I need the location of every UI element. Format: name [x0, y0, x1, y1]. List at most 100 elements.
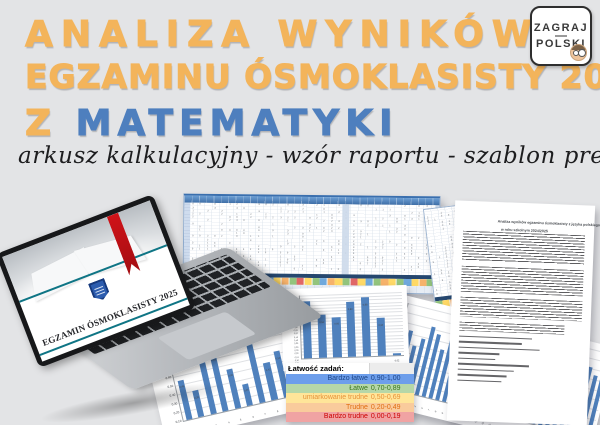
cell-digit: 0 — [279, 261, 281, 264]
cell-digit: 1 — [374, 259, 376, 262]
cell-digit: 2 — [352, 259, 354, 262]
legend-row-label: Łatwe — [349, 384, 368, 392]
cell-digit: 2 — [250, 248, 252, 251]
cell-digit: 1 — [446, 262, 449, 265]
cell-digit: 2 — [418, 237, 420, 240]
cell-digit: 1 — [286, 239, 289, 242]
cell-digit: 2 — [301, 207, 304, 210]
cell-digit: 1 — [418, 211, 420, 215]
y-tick-label-text: 0,40 — [294, 339, 299, 342]
cell-digit: 3 — [403, 269, 405, 272]
legend-row-label: Bardzo łatwe — [327, 375, 368, 382]
cell-digit: 2 — [403, 240, 406, 243]
brand-logo: ZAGRAJ POLSKI — [530, 6, 592, 66]
summary-cell — [419, 279, 427, 287]
legend-row-range: 0,20-0,49 — [370, 403, 401, 411]
cell-digit: 1 — [316, 226, 318, 230]
summary-cell — [358, 278, 366, 286]
cell-digit: 2 — [257, 245, 260, 248]
cell-digit: 0 — [367, 220, 369, 224]
cell-digit: 0 — [279, 245, 281, 248]
cell-digit: 0 — [293, 268, 296, 271]
cell-digit: 2 — [396, 253, 398, 256]
cell-digit: 1 — [366, 262, 369, 265]
cell-digit: 3 — [286, 232, 289, 236]
cell-digit: 1 — [279, 258, 281, 261]
cell-digit: 2 — [316, 217, 318, 220]
cell-digit: 2 — [330, 220, 333, 223]
legend-row: umiarkowanie trudne 0,50-0,69 — [286, 393, 414, 403]
cell-digit: 2 — [294, 226, 296, 229]
cell-digit: 3 — [352, 220, 355, 224]
bar-value-text: 0,60 — [334, 323, 339, 326]
y-tick-label-text: 0,45 — [293, 336, 298, 339]
cell-digit: 1 — [403, 218, 406, 221]
cell-digit: 2 — [301, 248, 303, 252]
cell-digit: 3 — [257, 264, 259, 267]
cell-digit: 1 — [374, 217, 377, 221]
cell-digit: 0 — [257, 229, 260, 232]
cell-digit: 0 — [243, 219, 245, 222]
legend-row: Łatwe 0,70-0,89 — [286, 383, 414, 394]
cell-digit: 1 — [367, 233, 369, 237]
cell-digit: 0 — [418, 256, 420, 260]
cell-digit: 0 — [286, 252, 289, 255]
report-list-line — [457, 379, 502, 383]
cell-digit: 0 — [448, 274, 450, 278]
cell-digit: 2 — [418, 263, 420, 266]
report-list-line — [458, 341, 523, 345]
cell-digit: 1 — [316, 213, 318, 217]
cell-digit: 2 — [411, 211, 413, 215]
report-list-line — [458, 352, 500, 355]
legend-header-label: Łatwość zadań: — [288, 364, 344, 373]
cell-digit: 3 — [403, 224, 406, 227]
cell-digit: 0 — [286, 261, 289, 265]
summary-cell — [373, 278, 381, 286]
cell-digit: 0 — [396, 221, 398, 224]
cell-digit: 1 — [308, 229, 311, 233]
cell-digit: 3 — [250, 238, 252, 242]
cell-digit: 3 — [323, 239, 325, 243]
legend-row-range: 0,70-0,89 — [370, 384, 401, 392]
y-tick-label-text: 0,15 — [294, 356, 299, 359]
cell-digit: 1 — [272, 223, 274, 226]
spreadsheet-divider-column — [341, 204, 350, 275]
cell-digit: 1 — [440, 211, 442, 214]
open-book-photo — [2, 200, 167, 302]
cell-digit: 3 — [330, 230, 333, 233]
cell-digit: 1 — [323, 204, 326, 207]
cell-digit: 0 — [367, 256, 369, 259]
cell-digit: 0 — [389, 240, 391, 243]
cell-digit: 2 — [359, 243, 362, 246]
y-tick-label-text: 0,30 — [294, 346, 299, 349]
cell-digit: 2 — [279, 207, 282, 210]
cell-digit: 0 — [352, 243, 354, 246]
legend-row-range: 0,90-1,00 — [370, 375, 401, 382]
cell-digit: 2 — [301, 239, 303, 242]
cell-digit: 3 — [330, 255, 332, 259]
cell-digit: 2 — [338, 226, 340, 230]
cell-digit: 2 — [381, 246, 384, 250]
bar-value-text: 0,56 — [378, 324, 384, 327]
legend-row-range: 0,50-0,69 — [370, 394, 401, 402]
cell-digit: 1 — [301, 268, 303, 271]
legend-row-range: 0,00-0,19 — [370, 413, 401, 421]
cell-digit: 3 — [330, 246, 333, 249]
report-list-line — [458, 357, 495, 361]
bar-value-text: 0,88 — [362, 303, 368, 307]
cell-digit: 3 — [410, 243, 413, 247]
cell-digit: 3 — [396, 227, 398, 230]
cell-digit: 3 — [441, 278, 444, 282]
cell-digit: 0 — [440, 272, 443, 276]
cell-digit: 1 — [264, 258, 267, 261]
cell-digit: 3 — [279, 216, 282, 220]
cell-digit: 3 — [352, 214, 355, 217]
cell-digit: 3 — [425, 205, 428, 208]
cell-digit: 1 — [389, 208, 391, 211]
cell-digit: 0 — [403, 234, 406, 237]
cell-digit: 1 — [410, 269, 413, 272]
cell-digit: 3 — [258, 210, 260, 213]
cell-digit: 3 — [389, 214, 391, 218]
cell-digit: 1 — [272, 235, 274, 239]
cell-digit: 3 — [279, 251, 281, 255]
